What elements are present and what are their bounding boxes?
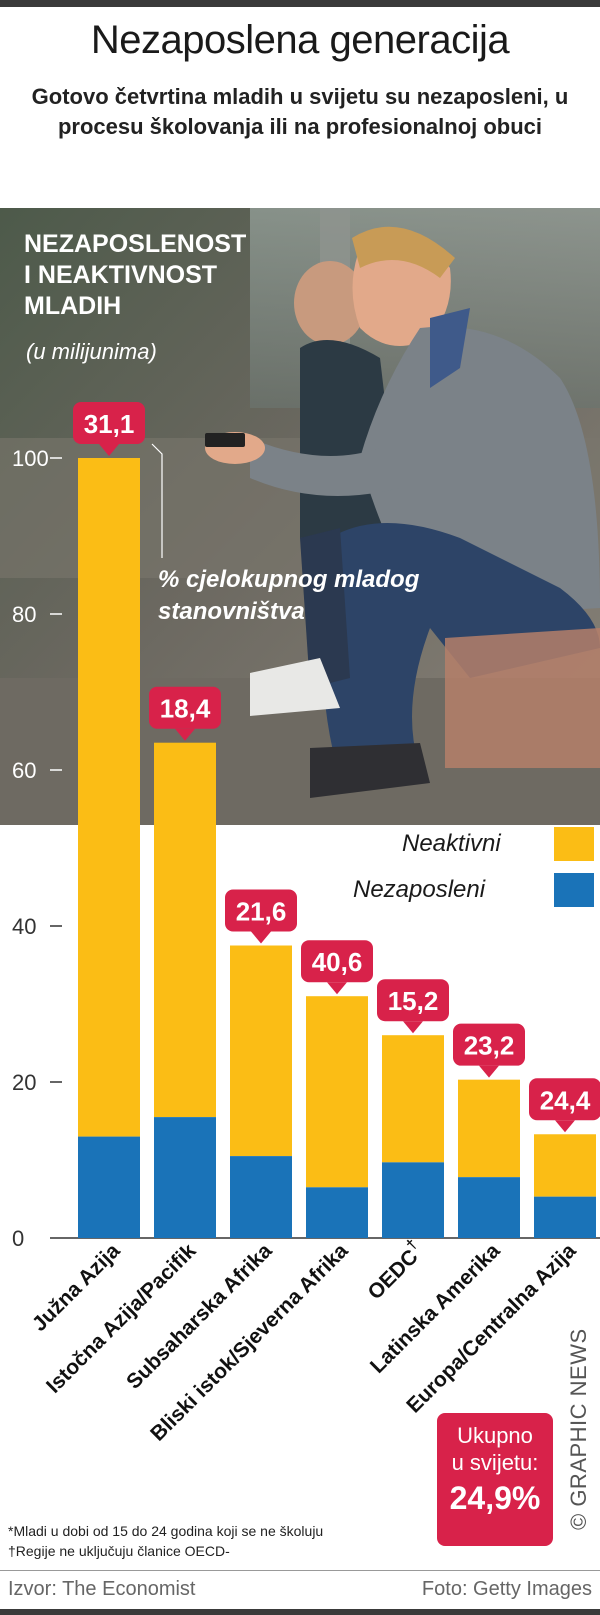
photo-credit: Foto: Getty Images bbox=[421, 1578, 592, 1600]
chart-title-line: I NEAKTIVNOST bbox=[24, 261, 217, 289]
bar-unemployed bbox=[306, 1187, 368, 1238]
legend-label-inactive: Neaktivni bbox=[402, 830, 501, 857]
bar-unemployed bbox=[230, 1156, 292, 1238]
chart-title-line: MLADIH bbox=[24, 292, 121, 320]
bar-inactive bbox=[534, 1134, 596, 1197]
brand-watermark: © GRAPHIC NEWS bbox=[566, 1328, 591, 1530]
world-total-label-2: u svijetu: bbox=[451, 1450, 539, 1475]
percent-callout bbox=[453, 1023, 525, 1066]
percent-callout-pointer bbox=[175, 728, 195, 741]
percent-callout bbox=[73, 402, 145, 444]
y-tick-label: 40 bbox=[12, 914, 36, 939]
percent-callout bbox=[149, 686, 221, 729]
percent-callout-pointer bbox=[99, 444, 119, 456]
percent-label: 31,1 bbox=[84, 409, 135, 439]
annotation-leader-line bbox=[151, 443, 163, 558]
category-label: Subsaharska Afrika bbox=[122, 1239, 277, 1394]
bar-unemployed bbox=[154, 1117, 216, 1238]
legend-swatch-inactive bbox=[554, 827, 594, 861]
page-title: Nezaposlena generacija bbox=[90, 18, 510, 62]
bar-inactive bbox=[382, 1035, 444, 1163]
bar-inactive bbox=[78, 458, 140, 1137]
percent-callout bbox=[529, 1078, 600, 1121]
percent-callout-pointer bbox=[327, 982, 347, 995]
y-tick-label: 0 bbox=[12, 1226, 24, 1251]
source-credit: Izvor: The Economist bbox=[8, 1578, 196, 1600]
divider bbox=[0, 1570, 600, 1571]
bar-unemployed bbox=[78, 1136, 140, 1238]
y-tick-label: 100 bbox=[12, 446, 49, 471]
footnote-1: *Mladi u dobi od 15 do 24 godina koji se… bbox=[8, 1523, 324, 1539]
percent-callout-pointer bbox=[555, 1120, 575, 1133]
percent-callout-pointer bbox=[251, 931, 271, 944]
bar-inactive bbox=[458, 1079, 520, 1178]
bar-inactive bbox=[154, 742, 216, 1118]
category-label: Latinska Amerika bbox=[366, 1239, 505, 1378]
percent-callout-pointer bbox=[403, 1021, 423, 1034]
percent-callout bbox=[377, 979, 449, 1022]
legend-label-unemployed: Nezaposleni bbox=[353, 876, 486, 903]
percent-label: 23,2 bbox=[464, 1031, 515, 1061]
bar-inactive bbox=[230, 945, 292, 1157]
bar-unemployed bbox=[534, 1196, 596, 1238]
world-total-label-1: Ukupno bbox=[457, 1423, 533, 1448]
legend-swatch-unemployed bbox=[554, 873, 594, 907]
percent-callout-pointer bbox=[479, 1065, 499, 1078]
y-tick-label: 60 bbox=[12, 758, 36, 783]
bottom-bar bbox=[0, 1609, 600, 1615]
page-subtitle: Gotovo četvrtina mladih u svijetu su nez… bbox=[31, 84, 569, 139]
bar-unemployed bbox=[458, 1177, 520, 1238]
bar-inactive bbox=[306, 996, 368, 1188]
annotation-text: % cjelokupnog mladog bbox=[158, 566, 420, 593]
chart-unit-label: (u milijunima) bbox=[26, 339, 157, 364]
annotation-text: stanovništva bbox=[158, 598, 305, 625]
percent-label: 40,6 bbox=[312, 947, 363, 977]
y-tick-label: 80 bbox=[12, 602, 36, 627]
bar-unemployed bbox=[382, 1162, 444, 1238]
percent-callout bbox=[301, 940, 373, 983]
y-tick-label: 20 bbox=[12, 1070, 36, 1095]
percent-label: 15,2 bbox=[388, 986, 439, 1016]
percent-callout bbox=[225, 889, 297, 932]
percent-label: 18,4 bbox=[160, 694, 211, 724]
footnote-2: †Regije ne uključuju članice OECD- bbox=[8, 1543, 230, 1559]
world-total-box: Ukupno u svijetu: 24,9% bbox=[437, 1413, 553, 1546]
percent-label: 24,4 bbox=[540, 1085, 591, 1115]
chart-title-line: NEZAPOSLENOST bbox=[24, 230, 246, 258]
category-label: Istočna Azija/Pacifik bbox=[42, 1239, 201, 1398]
category-label: OEDC† bbox=[360, 1236, 429, 1305]
world-total-value: 24,9% bbox=[449, 1480, 541, 1516]
top-bar bbox=[0, 0, 600, 7]
percent-label: 21,6 bbox=[236, 897, 287, 927]
